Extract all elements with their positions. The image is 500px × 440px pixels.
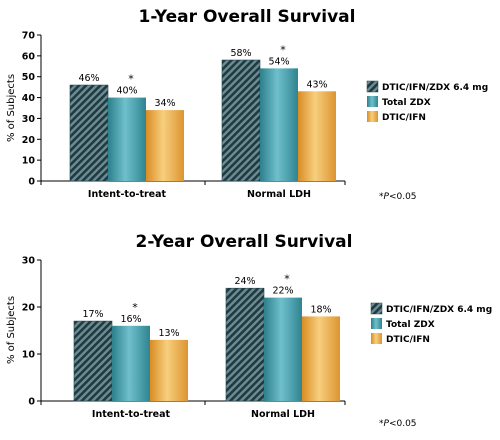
legend-label-total-zdx: Total ZDX (382, 98, 431, 108)
data-label: 17% (82, 309, 103, 320)
chart-2-data-labels: 17% 16%*13%24%22%*18% (82, 273, 331, 339)
bar-intent-to-treat-series-1 (69, 84, 109, 182)
chart-2-footnote-p: P (384, 419, 390, 429)
data-label: 43% (306, 79, 327, 90)
y-tick-label: 40 (22, 93, 36, 104)
chart-1-footnote: *P<0.05 (379, 192, 417, 202)
legend-label-total-zdx: Total ZDX (386, 320, 435, 330)
chart-2-y-axis-label: % of Subjects (6, 296, 17, 364)
data-label: 24% (234, 276, 255, 287)
legend-swatch-total-zdx (367, 96, 378, 107)
bar-intent-to-treat-series-3 (150, 339, 188, 401)
category-label: Intent-to-treat (92, 409, 171, 420)
legend-swatch-combo (366, 80, 379, 93)
y-tick-label: 10 (22, 156, 36, 167)
category-label: Normal LDH (247, 189, 311, 200)
category-label: Intent-to-treat (88, 189, 167, 200)
chart-2-footnote: *P<0.05 (379, 419, 417, 429)
y-tick-label: 0 (28, 397, 35, 408)
data-label: 40% (116, 86, 137, 97)
y-tick-label: 10 (22, 350, 36, 361)
data-label: 22% (272, 286, 293, 297)
y-tick-label: 30 (22, 114, 36, 125)
data-label: 16% (120, 314, 141, 325)
significance-marker: * (280, 43, 286, 56)
chart-2-title: 2-Year Overall Survival (136, 232, 353, 252)
y-tick-label: 30 (22, 256, 36, 267)
y-tick-label: 70 (22, 31, 36, 42)
bar-intent-to-treat-series-3 (146, 110, 184, 181)
legend-swatch-dtic-ifn (367, 111, 378, 122)
legend-label-dtic-ifn: DTIC/IFN (386, 335, 430, 345)
significance-marker: * (128, 73, 134, 86)
bar-intent-to-treat-series-2 (112, 325, 150, 401)
chart-2-footnote-rest: <0.05 (389, 419, 417, 429)
bar-normal-ldh-series-1 (221, 59, 261, 182)
chart-1-data-labels: 46%40%*34%58%54%*43% (78, 43, 327, 109)
data-label: 58% (230, 48, 251, 59)
legend-label-dtic-ifn: DTIC/IFN (382, 113, 426, 123)
legend-label-combo: DTIC/IFN/ZDX 6.4 mg (382, 83, 488, 93)
chart-2-bars (73, 287, 340, 402)
bar-intent-to-treat-series-2 (108, 97, 146, 181)
bar-normal-ldh-series-1 (225, 287, 265, 402)
y-tick-label: 60 (22, 51, 36, 62)
bar-intent-to-treat-series-1 (73, 320, 113, 402)
chart-1-legend: DTIC/IFN/ZDX 6.4 mg Total ZDX DTIC/IFN (366, 80, 488, 123)
significance-marker: * (132, 301, 138, 314)
chart-2: 2-Year Overall Survival % of Subjects 0 1… (6, 232, 492, 429)
y-tick-label: 0 (28, 177, 35, 188)
bar-normal-ldh-series-3 (298, 91, 336, 181)
chart-1-title: 1-Year Overall Survival (139, 7, 356, 27)
legend-swatch-dtic-ifn (371, 333, 382, 344)
bar-normal-ldh-series-2 (260, 68, 298, 181)
legend-label-combo: DTIC/IFN/ZDX 6.4 mg (386, 305, 492, 315)
data-label: 13% (158, 328, 179, 339)
category-label: Normal LDH (251, 409, 315, 420)
y-tick-label: 50 (22, 72, 36, 83)
y-tick-label: 20 (22, 135, 36, 146)
bar-normal-ldh-series-3 (302, 316, 340, 401)
chart-2-footnote-star: * (379, 419, 384, 429)
bar-normal-ldh-series-2 (264, 297, 302, 401)
chart-1-footnote-star: * (379, 192, 384, 202)
data-label: 18% (310, 304, 331, 315)
chart-2-legend: DTIC/IFN/ZDX 6.4 mg Total ZDX DTIC/IFN (370, 302, 492, 345)
chart-1-y-axis-label: % of Subjects (6, 74, 17, 142)
chart-1: 1-Year Overall Survival % of Subjects 0 1… (6, 7, 488, 202)
chart-1-footnote-p: P (384, 192, 390, 202)
data-label: 34% (154, 98, 175, 109)
significance-marker: * (284, 273, 290, 286)
legend-swatch-combo (370, 302, 383, 315)
chart-1-bars (69, 59, 336, 182)
data-label: 46% (78, 73, 99, 84)
chart-1-footnote-rest: <0.05 (389, 192, 417, 202)
data-label: 54% (268, 56, 289, 67)
y-tick-label: 20 (22, 303, 36, 314)
legend-swatch-total-zdx (371, 318, 382, 329)
